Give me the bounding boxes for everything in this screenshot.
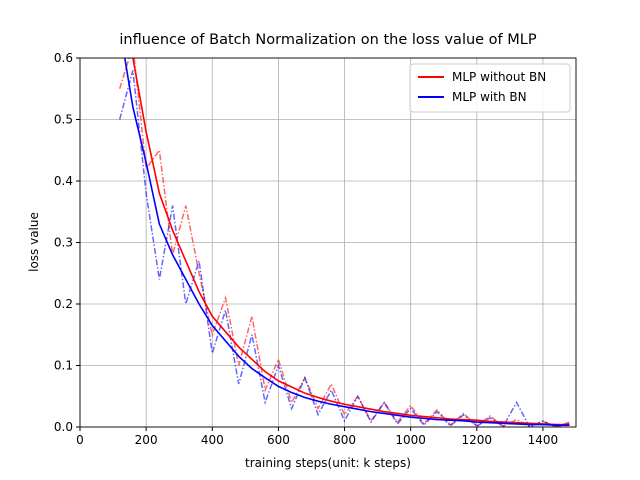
plot-area [118,58,570,427]
y-tick-label: 0.2 [54,297,73,311]
y-tick-label: 0.0 [54,420,73,434]
legend-label: MLP with BN [452,90,527,104]
series-line [123,58,570,426]
axes-frame [79,57,577,428]
raw-line [118,70,570,427]
y-tick-label: 0.5 [54,113,73,127]
y-tick-label: 0.3 [54,236,73,250]
x-tick-label: 400 [201,433,224,447]
y-tick-label: 0.1 [54,359,73,373]
x-tick-label: 1000 [395,433,426,447]
x-axis-label: training steps(unit: k steps) [245,456,411,470]
legend-box [409,63,571,113]
x-tick-label: 800 [333,433,356,447]
x-tick-label: 200 [135,433,158,447]
y-axis-label: loss value [27,212,41,272]
y-tick-label: 0.4 [54,174,73,188]
x-tick-label: 0 [76,433,84,447]
raw-line [118,58,570,427]
x-tick-label: 1200 [462,433,493,447]
y-tick-label: 0.6 [54,51,73,65]
x-tick-label: 1400 [528,433,559,447]
legend-label: MLP without BN [452,70,546,84]
x-tick-label: 600 [267,433,290,447]
chart-title: influence of Batch Normalization on the … [119,32,536,48]
series-line [132,58,570,426]
